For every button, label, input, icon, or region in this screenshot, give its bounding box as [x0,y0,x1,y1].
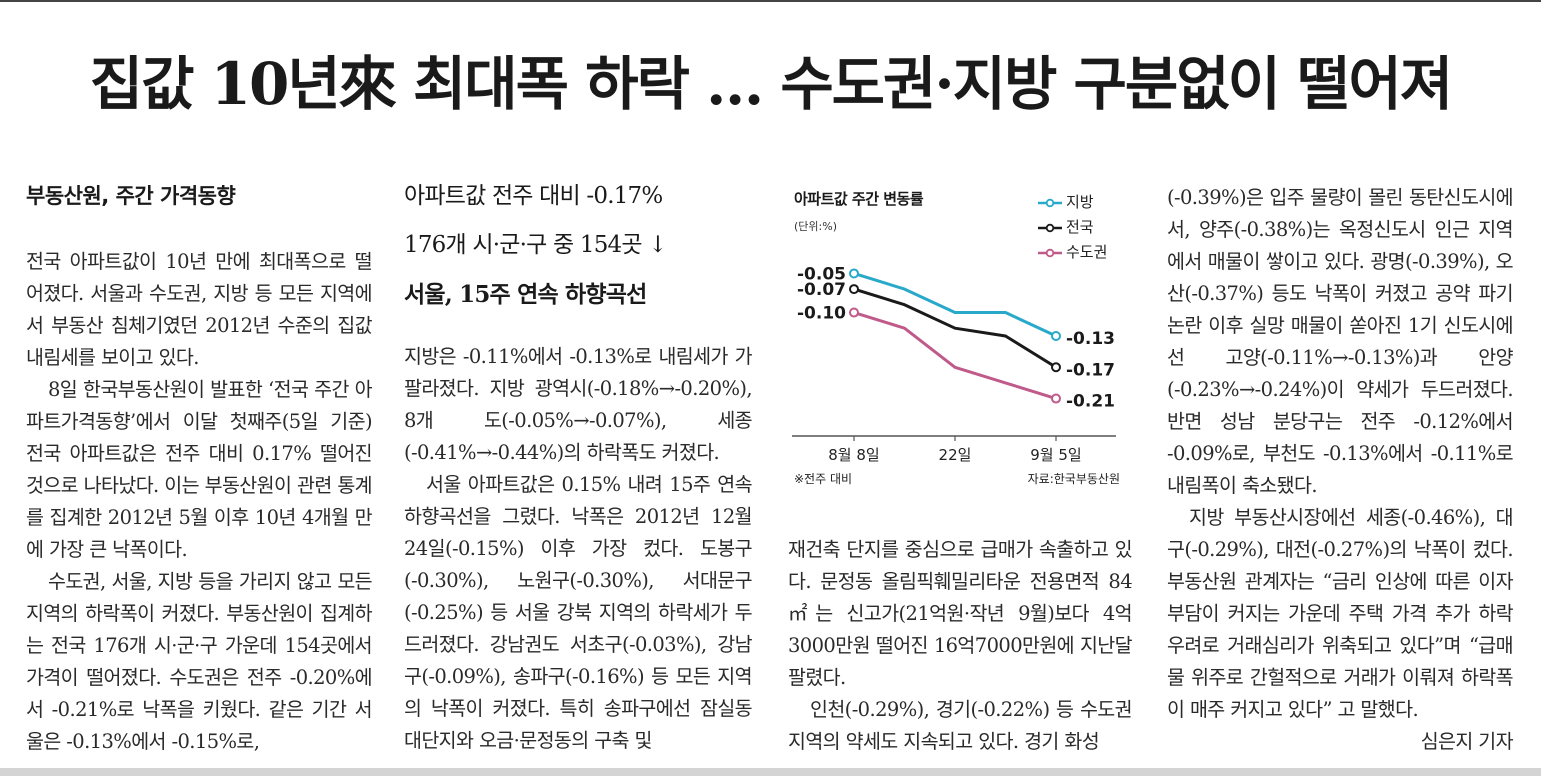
legend-label: 수도권 [1066,243,1108,261]
legend-item-capital: 수도권 [1038,240,1107,265]
byline: 심은지 기자 [1420,730,1514,753]
subheadline: 아파트값 전주 대비 -0.17% 176개 시·군·구 중 154곳 ↓ 서울… [404,172,668,319]
paragraph: 전국 아파트값이 10년 만에 최대폭으로 떨어졌다. 서울과 수도권, 지방 … [26,250,373,369]
data-label-end: -0.21 [1066,392,1115,412]
legend-label: 전국 [1066,218,1094,236]
data-point [1051,331,1061,341]
legend-swatch-national [1038,223,1062,232]
paragraph: (-0.39%)은 입주 물량이 몰린 동탄신도시에서, 양주(-0.38%)는… [1167,186,1514,497]
section-subtitle: 부동산원, 주간 가격동향 [26,184,236,208]
paragraph: 재건축 단지를 중심으로 급매가 속출하고 있다. 문정동 올림픽훼밀리타운 전… [788,538,1133,689]
article-column-4: (-0.39%)은 입주 물량이 몰린 동탄신도시에서, 양주(-0.38%)는… [1167,182,1514,758]
data-point [849,307,859,318]
legend-swatch-capital [1038,248,1062,257]
data-point [849,268,859,279]
subheadline-line: 서울, 15주 연속 하향곡선 [404,281,647,308]
bottom-bar [0,768,1541,776]
article-column-3: 재건축 단지를 중심으로 급매가 속출하고 있다. 문정동 올림픽훼밀리타운 전… [788,534,1133,758]
data-label-start: -0.10 [797,304,846,324]
data-label-end: -0.17 [1066,360,1115,380]
paragraph: 지방은 -0.11%에서 -0.13%로 내림세가 가팔라졌다. 지방 광역시(… [404,345,753,464]
chart-source: 자료:한국부동산원 [1027,472,1120,486]
chart-unit: (단위:%) [794,220,837,233]
line-chart: 아파트값 주간 변동률 (단위:%) 지방 전국 수도권 8월 8일 22일 9월 … [788,182,1128,492]
chart-note: ※전주 대비 [794,472,853,486]
series-line-2 [853,311,1057,400]
data-label-end: -0.13 [1066,329,1115,349]
legend-label: 지방 [1066,193,1094,211]
legend-swatch-jibang [1038,198,1062,207]
series-line-0 [853,272,1057,338]
subheadline-line: 176개 시·군·구 중 154곳 ↓ [404,232,668,258]
legend-item-jibang: 지방 [1038,190,1107,215]
data-label-start: -0.05 [797,264,846,284]
chart-title: 아파트값 주간 변동률 [794,190,924,208]
legend-item-national: 전국 [1038,215,1107,240]
x-tick-label: 9월 5일 [1030,446,1081,464]
paragraph: 서울 아파트값은 0.15% 내려 15주 연속 하향곡선을 그렸다. 낙폭은 … [404,473,753,752]
headline: 집값 10년來 최대폭 하락 … 수도권·지방 구분없이 떨어져 [89,50,1453,118]
subheadline-line: 아파트값 전주 대비 -0.17% [404,183,663,209]
paragraph: 인천(-0.29%), 경기(-0.22%) 등 수도권 지역의 약세도 지속되… [788,698,1133,753]
paragraph-text: 지방 부동산시장에선 세종(-0.46%), 대구(-0.29%), 대전(-0… [1167,506,1514,721]
data-point [1051,393,1061,404]
series-line-1 [853,287,1057,369]
chart-plot: 8월 8일 22일 9월 5일 -0.05 -0.13 -0.07 -0.17 -0.10 -0… [792,264,1116,464]
chart-legend: 지방 전국 수도권 [1038,190,1107,265]
article-column-1: 전국 아파트값이 10년 만에 최대폭으로 떨어졌다. 서울과 수도권, 지방 … [26,246,373,758]
top-rule [0,0,1541,2]
data-point [1051,362,1061,373]
data-point [849,284,859,295]
data-label-start: -0.07 [797,280,846,300]
paragraph: 수도권, 서울, 지방 등을 가리지 않고 모든 지역의 하락폭이 커졌다. 부… [26,570,373,753]
paragraph: 지방 부동산시장에선 세종(-0.46%), 대구(-0.29%), 대전(-0… [1167,502,1514,753]
x-tick-label: 22일 [939,446,972,464]
paragraph: 8일 한국부동산원이 발표한 ‘전국 주간 아파트가격동향’에서 이달 첫째주(… [26,378,373,561]
article-column-2: 지방은 -0.11%에서 -0.13%로 내림세가 가팔라졌다. 지방 광역시(… [404,341,753,757]
x-tick-label: 8월 8일 [828,446,879,464]
